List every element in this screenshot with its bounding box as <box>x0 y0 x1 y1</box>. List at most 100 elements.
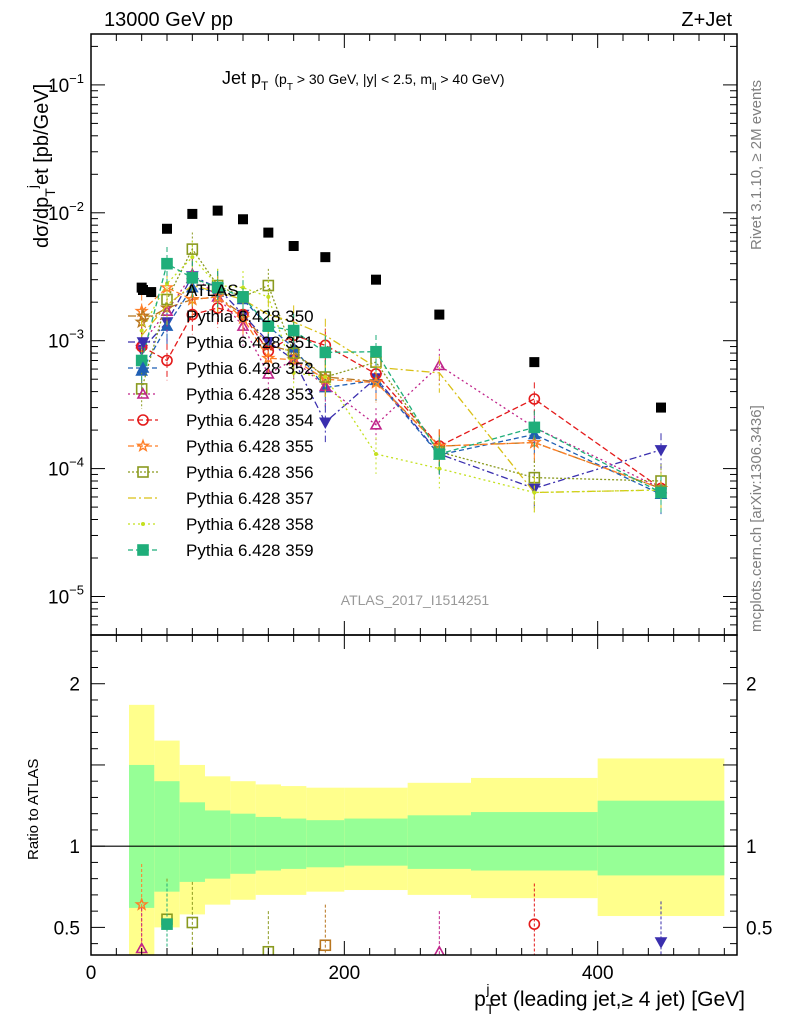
band-green <box>179 802 205 882</box>
legend-label: Pythia 6.428 352 <box>186 359 314 378</box>
legend-label: Pythia 6.428 359 <box>186 541 314 560</box>
band-green <box>407 815 471 869</box>
data-point <box>261 350 276 365</box>
atlas-point <box>320 252 331 263</box>
x-tick-label: 200 <box>328 963 360 984</box>
band-green <box>255 816 281 871</box>
series-line <box>141 284 662 494</box>
ratio-panel: 0.5 0.5 1 1 2 2 0 200 400 Ratio to ATLAS pTjet … <box>25 634 772 1017</box>
legend-symbol <box>137 544 149 556</box>
data-point <box>369 418 383 430</box>
legend-symbol <box>136 361 150 373</box>
data-point <box>266 294 271 299</box>
ratio-y-tick-label: 0.5 <box>54 918 80 939</box>
data-point <box>291 370 296 375</box>
main-x-axis <box>90 34 725 635</box>
y-tick-label: 10−1 <box>48 71 84 97</box>
atlas-point <box>656 402 666 413</box>
data-point <box>237 291 249 303</box>
legend-label: Pythia 6.428 357 <box>186 489 314 508</box>
x-tick-label: 400 <box>582 963 614 984</box>
band-green <box>230 813 256 874</box>
ratio-point <box>161 918 173 930</box>
ratio-point <box>262 945 275 955</box>
ratio-point <box>654 937 668 949</box>
ratio-y-tick-label: 2 <box>69 675 80 696</box>
data-point <box>190 255 195 260</box>
main-title: Jet pT (pT > 30 GeV, |y| < 2.5, mll > 40 … <box>222 68 505 93</box>
ratio-points-layer <box>134 864 668 955</box>
legend-symbol <box>137 414 149 426</box>
series-line <box>141 275 662 490</box>
data-point <box>528 421 541 434</box>
ratio-y-tick-label: 1 <box>746 837 757 858</box>
data-point <box>139 328 144 333</box>
data-point <box>432 358 446 371</box>
data-point <box>319 346 332 359</box>
main-series-layer <box>134 232 669 515</box>
atlas-point <box>212 205 223 216</box>
band-green <box>597 800 725 876</box>
legend-label: Pythia 6.428 353 <box>186 385 314 404</box>
series-10 <box>135 247 667 513</box>
y-tick-label: 10−3 <box>48 327 84 353</box>
ratio-y-axis: 0.5 0.5 1 1 2 2 <box>54 650 772 945</box>
ratio-point <box>134 897 149 911</box>
data-point <box>161 257 173 270</box>
mcplots-label: mcplots.cern.ch [arXiv:1306.3436] <box>748 405 765 632</box>
series-line <box>141 307 662 489</box>
atlas-point <box>162 223 172 234</box>
data-point <box>186 243 199 255</box>
band-green <box>471 812 598 871</box>
data-point <box>654 445 668 457</box>
data-point <box>433 448 446 460</box>
legend-symbol <box>138 285 148 295</box>
series-line <box>141 273 662 489</box>
x-tick-label: 0 <box>86 963 97 984</box>
data-point <box>241 285 245 290</box>
header-right: Z+Jet <box>681 9 732 31</box>
ratio-frame <box>90 634 738 956</box>
atlas-point <box>146 287 157 298</box>
band-green <box>281 818 307 869</box>
atlas-point <box>263 227 274 238</box>
atlas-point <box>187 208 198 219</box>
series-line <box>141 286 662 495</box>
legend-symbol <box>135 438 151 453</box>
legend: ATLAS Pythia 6.428 350 Pythia 6.428 351 Pyt… <box>128 281 314 560</box>
atlas-point <box>238 214 248 225</box>
y-tick-label: 10−5 <box>48 582 84 608</box>
atlas-point <box>288 241 299 252</box>
legend-symbol <box>136 337 150 349</box>
series-line <box>141 247 662 482</box>
band-green <box>205 810 231 879</box>
data-point <box>287 324 300 337</box>
legend-label: Pythia 6.428 358 <box>186 515 314 534</box>
data-point <box>655 486 667 499</box>
main-ylabel: dσ/dpTjet [pb/GeV] <box>24 84 58 248</box>
data-point <box>437 466 442 471</box>
legend-symbol <box>135 308 151 323</box>
data-point <box>135 383 148 395</box>
data-point <box>186 272 199 284</box>
series-line <box>141 256 662 494</box>
ratio-y-tick-label: 2 <box>746 675 757 696</box>
y-tick-label: 10−2 <box>48 199 84 225</box>
ratio-xlabel: pTjet (leading jet,≥ 4 jet) [GeV] <box>474 981 745 1017</box>
legend-symbol <box>141 522 145 526</box>
main-y-axis: 10−5 10−4 10−3 10−2 10−1 <box>48 45 737 626</box>
legend-label: Pythia 6.428 354 <box>186 411 314 430</box>
data-point <box>235 310 251 325</box>
data-point <box>211 281 224 294</box>
data-point <box>532 490 537 495</box>
atlas-point <box>529 357 540 368</box>
legend-label: Pythia 6.428 355 <box>186 437 314 456</box>
legend-label: Pythia 6.428 351 <box>186 333 314 352</box>
legend-label: ATLAS <box>186 281 239 300</box>
legend-label: Pythia 6.428 350 <box>186 307 314 326</box>
data-point <box>262 320 275 332</box>
data-point <box>370 345 382 358</box>
ratio-y-tick-label: 1 <box>69 837 80 858</box>
data-point <box>323 375 328 380</box>
